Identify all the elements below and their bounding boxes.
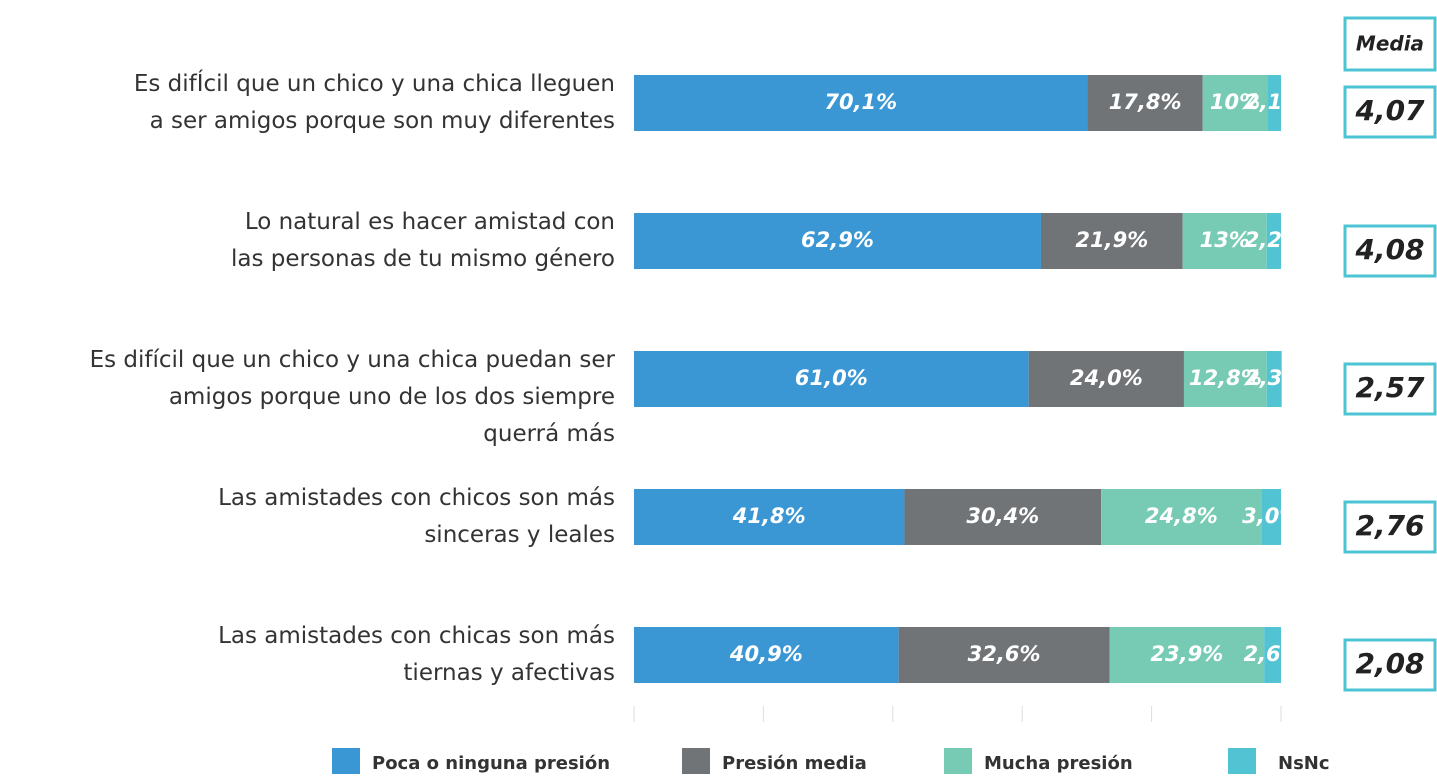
media-value: 2,76 bbox=[1355, 509, 1424, 542]
media-value: 4,08 bbox=[1354, 233, 1424, 266]
value-label: 12,8% bbox=[1189, 366, 1262, 390]
category-label: Es difÍcil que un chico y una chica lleg… bbox=[134, 69, 615, 97]
value-label: 2,2% bbox=[1245, 228, 1303, 252]
bar-segment bbox=[634, 627, 899, 683]
legend-label: Poca o ninguna presión bbox=[372, 753, 610, 774]
bar-segment bbox=[1040, 213, 1183, 269]
legend-swatch bbox=[682, 748, 710, 774]
bar-segment bbox=[1267, 75, 1281, 131]
value-label: 61,0% bbox=[795, 366, 868, 390]
bar-segment bbox=[1266, 351, 1282, 407]
value-label: 17,8% bbox=[1109, 90, 1182, 114]
category-label: sinceras y leales bbox=[424, 522, 615, 548]
value-label: 41,8% bbox=[732, 504, 806, 528]
bar-segment bbox=[904, 489, 1102, 545]
legend-swatch bbox=[1228, 748, 1256, 774]
category-label: las personas de tu mismo género bbox=[231, 246, 615, 272]
category-label: Es difícil que un chico y una chica pued… bbox=[90, 347, 616, 373]
bar-segment bbox=[634, 489, 905, 545]
value-label: 2,6% bbox=[1243, 642, 1301, 666]
legend-label: NsNc bbox=[1278, 753, 1330, 774]
bar-segment bbox=[634, 351, 1029, 407]
value-label: 3,0% bbox=[1242, 504, 1300, 528]
media-header-box bbox=[1343, 16, 1437, 72]
category-label: a ser amigos porque son muy diferentes bbox=[150, 108, 615, 134]
bar-segment bbox=[1266, 213, 1281, 269]
value-label: 32,6% bbox=[968, 642, 1041, 666]
category-label: Lo natural es hacer amistad con bbox=[245, 209, 615, 235]
category-label: querrá más bbox=[483, 421, 615, 447]
value-label: 40,9% bbox=[729, 642, 803, 666]
media-value: 2,57 bbox=[1355, 371, 1425, 404]
value-label: 30,4% bbox=[966, 504, 1039, 528]
legend-label: Presión media bbox=[722, 753, 867, 774]
bar-segment bbox=[1264, 627, 1281, 683]
media-value: 4,07 bbox=[1354, 94, 1425, 127]
value-label: 13% bbox=[1200, 228, 1250, 252]
media-header: Media bbox=[1356, 32, 1424, 56]
value-label: 23,9% bbox=[1150, 642, 1223, 666]
bar-segment bbox=[1109, 627, 1265, 683]
bar-segment bbox=[1028, 351, 1184, 407]
legend-swatch bbox=[944, 748, 972, 774]
media-box bbox=[1343, 85, 1437, 139]
bar-segment bbox=[1182, 213, 1267, 269]
legend-swatch bbox=[332, 748, 360, 774]
category-label: amigos porque uno de los dos siempre bbox=[169, 384, 615, 410]
category-label: tiernas y afectivas bbox=[403, 660, 615, 686]
category-label: Las amistades con chicas son más bbox=[218, 623, 615, 649]
value-label: 2,3% bbox=[1245, 366, 1303, 390]
bar-segment bbox=[1087, 75, 1203, 131]
value-label: 21,9% bbox=[1075, 228, 1148, 252]
media-box bbox=[1343, 362, 1437, 416]
bar-segment bbox=[634, 75, 1088, 131]
bar-segment bbox=[1202, 75, 1268, 131]
value-label: 70,1% bbox=[824, 90, 897, 114]
category-label: Las amistades con chicos son más bbox=[218, 485, 615, 511]
value-label: 24,0% bbox=[1070, 366, 1143, 390]
media-box bbox=[1343, 500, 1437, 554]
media-box bbox=[1343, 638, 1437, 692]
bar-segment bbox=[634, 213, 1041, 269]
bar-segment bbox=[1183, 351, 1267, 407]
legend-label: Mucha presión bbox=[984, 753, 1133, 774]
value-label: 10% bbox=[1210, 90, 1260, 114]
value-label: 2,1% bbox=[1245, 90, 1303, 114]
bar-segment bbox=[1101, 489, 1262, 545]
media-value: 2,08 bbox=[1355, 647, 1424, 680]
media-box bbox=[1343, 224, 1437, 278]
bar-segment bbox=[1261, 489, 1281, 545]
value-label: 62,9% bbox=[801, 228, 874, 252]
bar-segment bbox=[898, 627, 1110, 683]
value-label: 24,8% bbox=[1145, 504, 1218, 528]
